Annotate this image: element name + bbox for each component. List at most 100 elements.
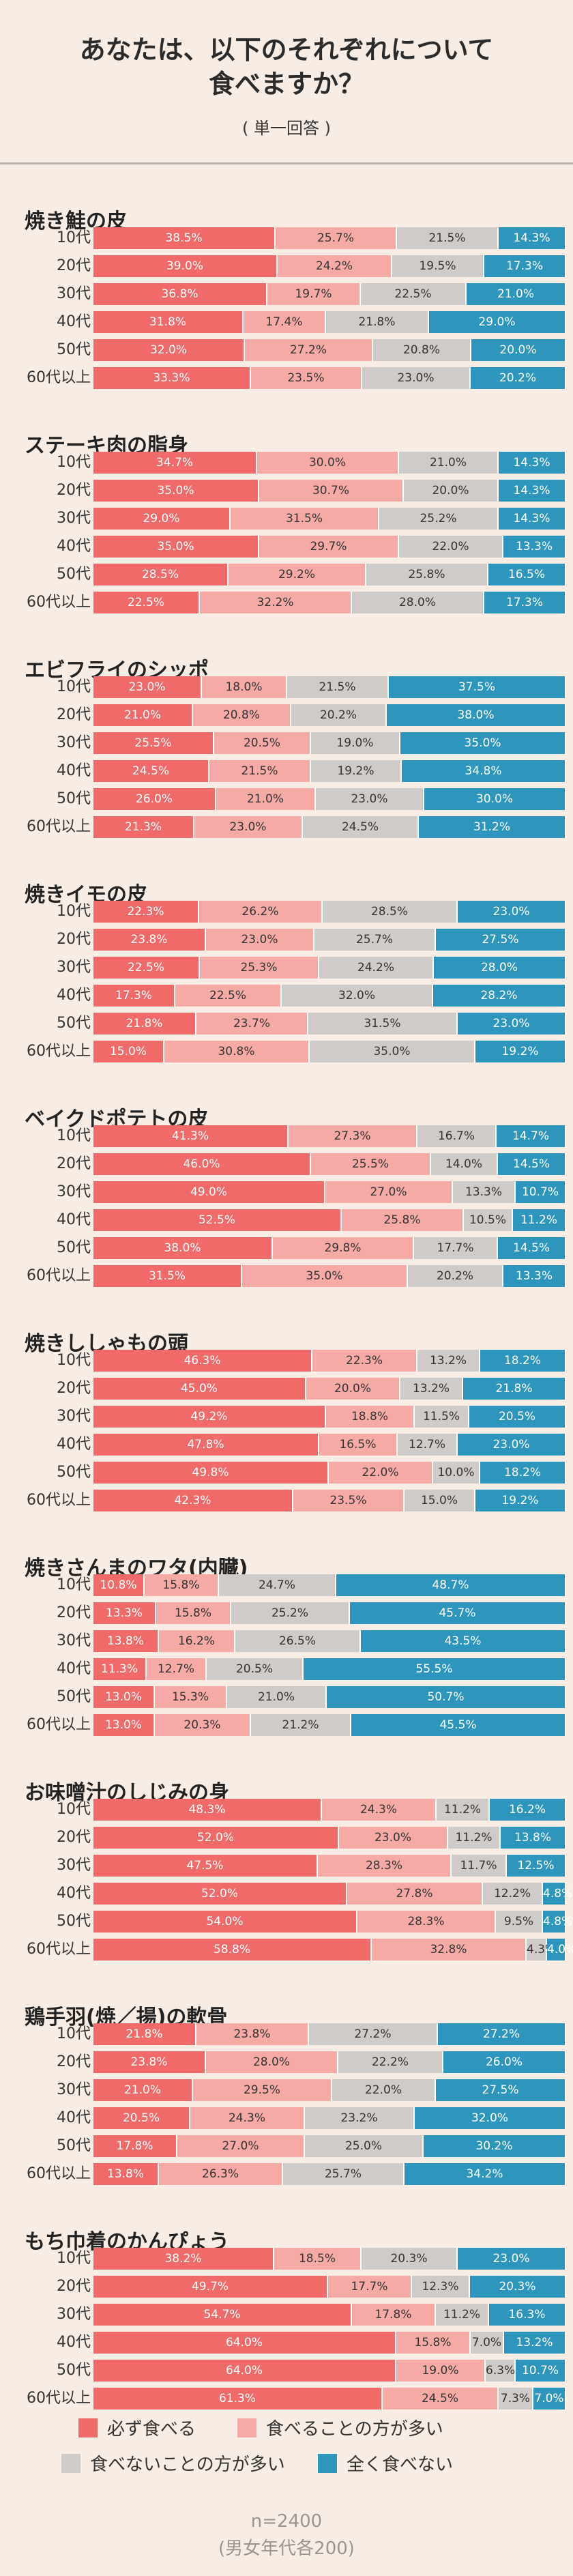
bar-segment-often: 17.8%: [352, 2304, 436, 2326]
age-label: 30代: [57, 1408, 91, 1425]
data-label: 15.8%: [174, 1606, 211, 1620]
bar-segment-never: 55.5%: [304, 1658, 566, 1680]
bar-segment-often: 20.5%: [214, 732, 311, 754]
bar-segment-always: 46.0%: [93, 1153, 311, 1175]
bar-segment-seldom: 35.0%: [310, 1041, 475, 1062]
stacked-bar: 61.3% 24.5% 7.3% 7.0%: [93, 2388, 566, 2409]
data-label: 15.8%: [414, 2336, 452, 2349]
panel-6: 焼きししゃもの頭 10代 46.3% 22.3% 13.2% 18.2% 20代 45.0% 2…: [0, 1288, 573, 1513]
bar-segment-always: 24.5%: [93, 760, 209, 782]
bar-segment-often: 22.0%: [329, 1462, 433, 1484]
age-label: 20代: [57, 2053, 91, 2070]
data-label: 25.5%: [134, 736, 172, 750]
bar-segment-always: 48.3%: [93, 1799, 322, 1821]
bar-row: 40代 20.5% 24.3% 23.2% 32.0%: [0, 2107, 573, 2129]
data-label: 38.5%: [165, 231, 203, 245]
data-label: 12.3%: [422, 2280, 459, 2293]
bar-segment-never: 13.8%: [501, 1827, 566, 1849]
bar-segment-seldom: 25.7%: [314, 929, 436, 951]
bar-row: 20代 21.0% 20.8% 20.2% 38.0%: [0, 704, 573, 726]
data-label: 13.8%: [106, 1634, 144, 1648]
stacked-bar: 36.8% 19.7% 22.5% 21.0%: [93, 283, 566, 305]
data-label: 20.2%: [319, 708, 357, 722]
legend-swatch: [61, 2454, 80, 2473]
bar-segment-seldom: 25.2%: [231, 1602, 350, 1624]
data-label: 24.3%: [228, 2111, 265, 2125]
bar-segment-always: 15.0%: [93, 1041, 164, 1062]
data-label: 27.2%: [289, 343, 327, 357]
bar-segment-often: 23.5%: [293, 1490, 405, 1511]
age-label: 10代: [57, 1352, 91, 1369]
age-label: 60代以上: [27, 1267, 91, 1284]
bar-segment-seldom: 19.2%: [311, 760, 402, 782]
bar-segment-often: 31.5%: [231, 508, 379, 530]
data-label: 25.7%: [324, 2167, 362, 2181]
bar-segment-never: 34.2%: [405, 2163, 566, 2185]
bar-segment-seldom: 25.8%: [366, 564, 488, 585]
age-label: 10代: [57, 2025, 91, 2042]
bar-segment-often: 23.0%: [339, 1827, 448, 1849]
data-label: 23.0%: [493, 2252, 530, 2266]
bar-segment-seldom: 13.2%: [417, 1350, 480, 1372]
data-label: 45.7%: [439, 1606, 476, 1620]
bar-segment-never: 7.0%: [533, 2388, 566, 2409]
bar-row: 10代 38.2% 18.5% 20.3% 23.0%: [0, 2248, 573, 2270]
bar-segment-seldom: 11.2%: [437, 1799, 490, 1821]
bar-segment-never: 27.5%: [436, 2079, 566, 2101]
bar-segment-seldom: 6.3%: [486, 2360, 516, 2382]
stacked-bar: 31.8% 17.4% 21.8% 29.0%: [93, 311, 566, 333]
bar-segment-seldom: 12.3%: [412, 2276, 470, 2298]
data-label: 50.7%: [427, 1690, 465, 1704]
bar-segment-always: 34.7%: [93, 452, 257, 474]
data-label: 52.0%: [196, 1831, 234, 1844]
stacked-bar: 22.5% 25.3% 24.2% 28.0%: [93, 957, 566, 979]
bar-segment-never: 18.2%: [480, 1350, 566, 1372]
bar-segment-often: 29.7%: [259, 536, 399, 558]
data-label: 29.0%: [143, 512, 180, 525]
data-label: 15.8%: [162, 1578, 200, 1592]
bar-segment-often: 16.2%: [159, 1630, 235, 1652]
bar-segment-often: 18.0%: [202, 676, 287, 698]
legend-swatch: [78, 2418, 98, 2437]
data-label: 11.2%: [443, 2308, 480, 2321]
data-label: 18.2%: [503, 1354, 541, 1367]
stacked-bar: 38.2% 18.5% 20.3% 23.0%: [93, 2248, 566, 2270]
data-label: 32.0%: [149, 343, 187, 357]
bar-segment-often: 18.8%: [326, 1406, 415, 1428]
bar-row: 30代 49.0% 27.0% 13.3% 10.7%: [0, 1181, 573, 1203]
stacked-bar: 47.5% 28.3% 11.7% 12.5%: [93, 1855, 566, 1877]
data-label: 4.8%: [543, 1887, 573, 1900]
data-label: 20.0%: [499, 343, 537, 357]
age-label: 50代: [57, 1239, 91, 1256]
data-label: 64.0%: [225, 2364, 263, 2377]
data-label: 13.0%: [104, 1690, 142, 1704]
bar-segment-often: 26.2%: [199, 901, 323, 923]
bar-segment-never: 43.5%: [361, 1630, 566, 1652]
bar-row: 50代 13.0% 15.3% 21.0% 50.7%: [0, 1686, 573, 1708]
bar-row: 20代 35.0% 30.7% 20.0% 14.3%: [0, 480, 573, 502]
stacked-bar: 45.0% 20.0% 13.2% 21.8%: [93, 1378, 566, 1400]
bar-segment-seldom: 22.0%: [399, 536, 503, 558]
data-label: 11.3%: [100, 1662, 138, 1676]
chart-title-line1: あなたは、以下のそれぞれについて: [79, 35, 494, 65]
panel-8: お味噌汁のしじみの身 10代 48.3% 24.3% 11.2% 16.2% 20代 52.0…: [0, 1737, 573, 1962]
age-label: 60代以上: [27, 2165, 91, 2182]
stacked-bar: 33.3% 23.5% 23.0% 20.2%: [93, 367, 566, 389]
stacked-bar: 34.7% 30.0% 21.0% 14.3%: [93, 452, 566, 474]
bar-row: 30代 54.7% 17.8% 11.2% 16.3%: [0, 2304, 573, 2326]
legend-label: 全く食べない: [347, 2455, 454, 2475]
bar-segment-seldom: 20.0%: [404, 480, 499, 502]
data-label: 17.3%: [505, 596, 543, 609]
data-label: 16.5%: [508, 568, 545, 581]
data-label: 16.2%: [177, 1634, 215, 1648]
bar-segment-always: 38.5%: [93, 227, 276, 249]
bar-segment-seldom: 4.3%: [527, 1939, 556, 1960]
data-label: 54.7%: [203, 2308, 241, 2321]
data-label: 61.3%: [218, 2392, 256, 2405]
data-label: 10.7%: [521, 1185, 559, 1199]
bar-segment-always: 17.3%: [93, 985, 175, 1007]
data-label: 22.2%: [371, 2055, 409, 2069]
bar-segment-always: 29.0%: [93, 508, 231, 530]
data-label: 29.7%: [310, 540, 347, 553]
bar-segment-seldom: 23.0%: [362, 367, 471, 389]
